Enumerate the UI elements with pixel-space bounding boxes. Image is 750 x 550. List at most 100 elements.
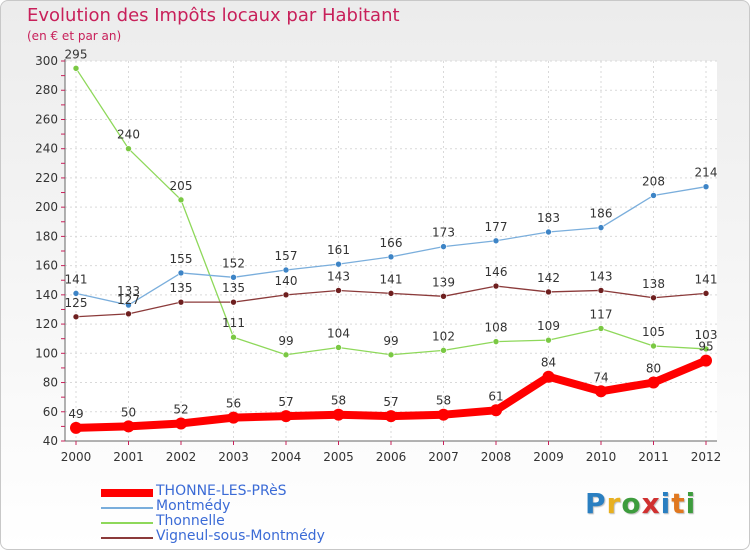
y-tick-label: 80 [43, 376, 58, 390]
x-tick-label: 2005 [323, 450, 354, 464]
data-point-thonne-les-pr-s [122, 420, 135, 433]
data-label-montm-dy: 166 [380, 236, 403, 250]
legend-swatch [101, 522, 153, 524]
y-tick-label: 40 [43, 434, 58, 448]
x-tick-label: 2007 [428, 450, 459, 464]
y-tick-label: 280 [35, 83, 58, 97]
data-point-thonne-les-pr-s [542, 370, 555, 383]
x-tick-label: 2011 [638, 450, 669, 464]
series-thonnelle: 295 240 205 111 99 104 99 102 108 109 117 105 103 [65, 47, 718, 359]
x-tick-label: 2002 [166, 450, 197, 464]
data-label-thonne-les-pr-s: 52 [173, 402, 188, 416]
y-tick-label: 140 [35, 288, 58, 302]
data-point-thonne-les-pr-s [385, 410, 397, 423]
line-chart: 40 60 80 100 120 140 160 180 200 220 240 260 280 300 2… [35, 47, 722, 464]
x-tick-label: 2009 [533, 450, 564, 464]
y-tick-label: 100 [35, 346, 58, 360]
data-label-thonne-les-pr-s: 57 [278, 395, 293, 409]
data-label-thonnelle: 295 [65, 47, 88, 61]
data-point-vigneul-sous-montm-dy [492, 282, 500, 290]
data-point-thonne-les-pr-s [647, 376, 660, 389]
data-point-montm-dy [177, 269, 185, 277]
data-label-thonnelle: 102 [432, 329, 455, 343]
data-point-montm-dy [282, 266, 290, 274]
data-label-montm-dy: 161 [327, 243, 350, 257]
data-label-montm-dy: 155 [170, 252, 193, 266]
data-point-vigneul-sous-montm-dy [440, 293, 447, 300]
data-label-vigneul-sous-montm-dy: 142 [537, 271, 560, 285]
data-label-thonnelle: 108 [485, 321, 508, 335]
data-point-vigneul-sous-montm-dy [125, 310, 132, 318]
data-point-montm-dy [230, 274, 237, 281]
data-point-vigneul-sous-montm-dy [335, 287, 342, 294]
series-thonne-les-pr-s: 49 50 52 56 57 58 57 58 61 84 74 80 95 [68, 340, 714, 434]
data-point-vigneul-sous-montm-dy [177, 298, 185, 306]
data-label-thonne-les-pr-s: 58 [331, 394, 346, 408]
data-label-vigneul-sous-montm-dy: 140 [275, 274, 298, 288]
data-label-thonne-les-pr-s: 61 [488, 389, 503, 403]
data-label-montm-dy: 208 [642, 174, 665, 188]
data-label-montm-dy: 214 [695, 166, 718, 180]
data-point-vigneul-sous-montm-dy [650, 294, 657, 302]
data-label-thonnelle: 205 [170, 179, 193, 193]
legend-label: Montmédy [156, 498, 231, 514]
data-point-montm-dy [545, 228, 552, 236]
data-point-vigneul-sous-montm-dy [72, 313, 80, 321]
series-montm-dy: 141 133 155 152 157 161 166 173 177 183 186 208 214 [65, 166, 718, 309]
data-point-vigneul-sous-montm-dy [702, 290, 710, 297]
x-tick-label: 2001 [113, 450, 144, 464]
legend-label: Thonnelle [156, 513, 225, 529]
data-point-thonne-les-pr-s [70, 421, 82, 434]
y-tick-label: 120 [35, 317, 58, 331]
data-label-vigneul-sous-montm-dy: 146 [485, 265, 508, 279]
data-label-thonne-les-pr-s: 84 [541, 356, 556, 370]
y-tick-label: 160 [35, 259, 58, 273]
data-label-thonnelle: 105 [642, 325, 665, 339]
data-label-thonnelle: 104 [327, 326, 350, 340]
data-label-thonnelle: 99 [278, 334, 293, 348]
data-point-vigneul-sous-montm-dy [387, 290, 395, 297]
data-point-thonnelle [597, 325, 605, 332]
data-point-thonnelle [387, 351, 395, 359]
data-label-thonne-les-pr-s: 74 [593, 370, 608, 384]
data-point-thonnelle [282, 351, 290, 359]
x-tick-label: 2004 [271, 450, 302, 464]
legend-label: Vigneul-sous-Montmédy [156, 528, 325, 544]
data-point-thonne-les-pr-s [700, 354, 712, 367]
data-point-montm-dy [72, 290, 80, 297]
y-tick-label: 200 [35, 200, 58, 214]
series-vigneul-sous-montm-dy: 125 127 135 135 140 143 141 139 146 142 143 138 141 [65, 265, 718, 321]
data-point-vigneul-sous-montm-dy [230, 298, 237, 306]
chart-title: Evolution des Impôts locaux par Habitant [27, 5, 400, 26]
legend-swatch [101, 537, 153, 539]
data-point-thonne-les-pr-s [437, 408, 450, 421]
y-tick-label: 260 [35, 112, 58, 126]
data-point-thonne-les-pr-s [490, 404, 502, 417]
data-label-thonnelle: 111 [222, 316, 245, 330]
data-label-montm-dy: 177 [485, 220, 508, 234]
data-label-vigneul-sous-montm-dy: 141 [695, 272, 718, 286]
data-point-vigneul-sous-montm-dy [545, 288, 552, 296]
y-tick-label: 240 [35, 142, 58, 156]
data-label-montm-dy: 157 [275, 249, 298, 263]
y-tick-label: 180 [35, 229, 58, 243]
data-label-vigneul-sous-montm-dy: 139 [432, 275, 455, 289]
data-label-montm-dy: 141 [65, 272, 88, 286]
data-point-montm-dy [387, 253, 395, 261]
data-point-montm-dy [125, 301, 132, 309]
data-label-vigneul-sous-montm-dy: 125 [65, 296, 88, 310]
y-tick-label: 220 [35, 171, 58, 185]
x-tick-label: 2010 [586, 450, 617, 464]
legend-swatch [101, 507, 153, 509]
x-tick-label: 2012 [691, 450, 722, 464]
data-label-thonne-les-pr-s: 57 [383, 395, 398, 409]
data-label-thonnelle: 117 [590, 307, 613, 321]
data-label-vigneul-sous-montm-dy: 135 [222, 281, 245, 295]
data-label-thonnelle: 103 [695, 328, 718, 342]
data-point-montm-dy [492, 237, 500, 245]
data-label-thonne-les-pr-s: 50 [121, 405, 136, 419]
chart-subtitle: (en € et par an) [27, 29, 122, 43]
data-point-thonne-les-pr-s [280, 410, 292, 423]
data-label-vigneul-sous-montm-dy: 135 [170, 281, 193, 295]
